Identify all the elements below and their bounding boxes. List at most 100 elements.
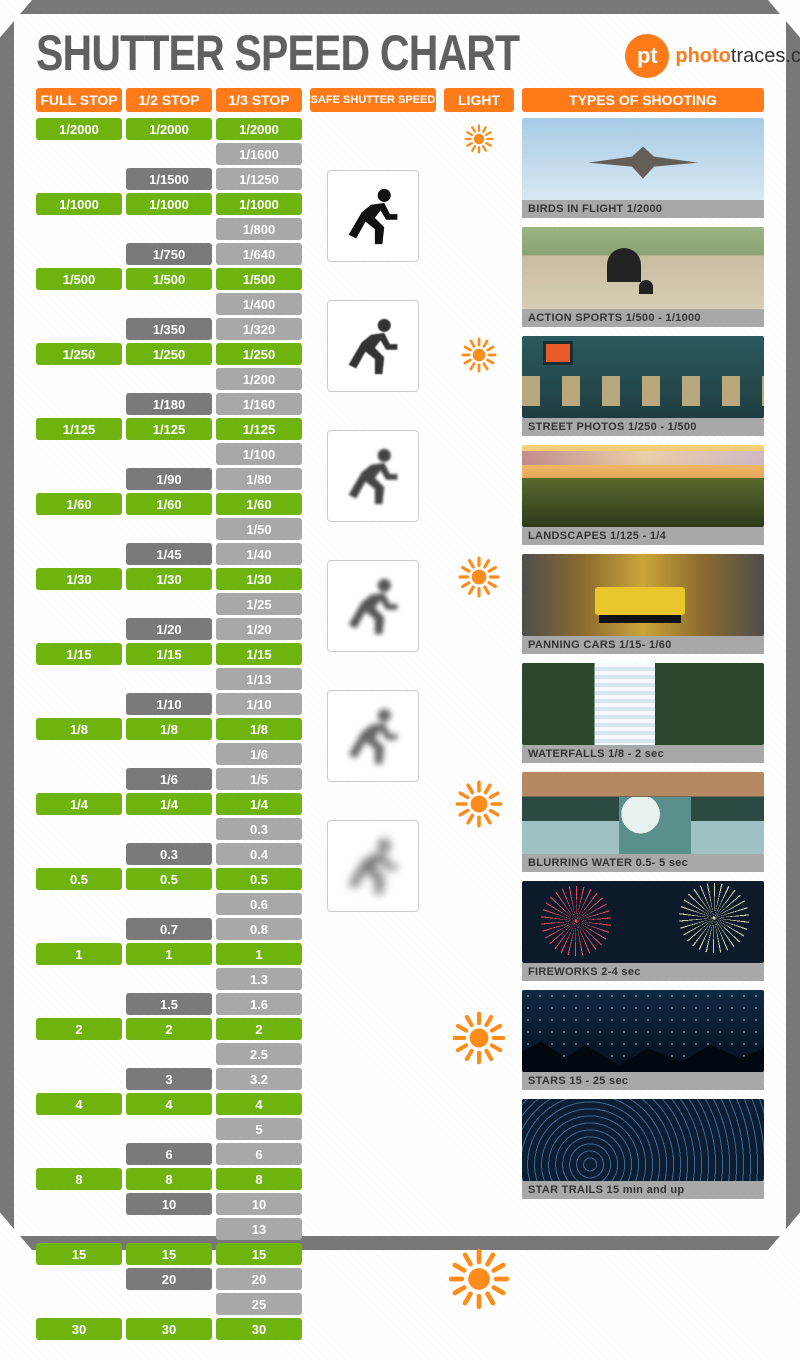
shot-thumb bbox=[522, 881, 764, 963]
shot-card: ACTION SPORTS 1/500 - 1/1000 bbox=[522, 227, 764, 327]
speed-cell: 13 bbox=[216, 1218, 302, 1240]
shot-card: LANDSCAPES 1/125 - 1/4 bbox=[522, 445, 764, 545]
speed-cell: 0.4 bbox=[216, 843, 302, 865]
speed-cell: 8 bbox=[216, 1168, 302, 1190]
sun-icon bbox=[455, 780, 503, 828]
speed-cell: 1/60 bbox=[216, 493, 302, 515]
speed-cell: 1/125 bbox=[126, 418, 212, 440]
speed-cell: 1/250 bbox=[36, 343, 122, 365]
shot-caption: LANDSCAPES 1/125 - 1/4 bbox=[522, 527, 764, 545]
logo-text: phototraces.com bbox=[675, 45, 800, 68]
speed-cell: 1/4 bbox=[216, 793, 302, 815]
sun-icon bbox=[452, 1011, 506, 1065]
speed-cell: 1.5 bbox=[126, 993, 212, 1015]
speed-cell: 1/60 bbox=[36, 493, 122, 515]
speed-cell: 1/200 bbox=[216, 368, 302, 390]
speed-cell: 1/5 bbox=[216, 768, 302, 790]
speed-cell: 2 bbox=[126, 1018, 212, 1040]
shot-caption: STARS 15 - 25 sec bbox=[522, 1072, 764, 1090]
speed-cell: 0.8 bbox=[216, 918, 302, 940]
runner-icon bbox=[327, 690, 419, 782]
shot-card: PANNING CARS 1/15- 1/60 bbox=[522, 554, 764, 654]
speed-cell: 2 bbox=[36, 1018, 122, 1040]
speed-cell: 1/2000 bbox=[126, 118, 212, 140]
col-safe-speed bbox=[310, 118, 436, 1340]
speed-cell: 1.3 bbox=[216, 968, 302, 990]
col-half-stop: 1/20001/15001/10001/7501/5001/3501/2501/… bbox=[126, 118, 212, 1340]
shot-card: BIRDS IN FLIGHT 1/2000 bbox=[522, 118, 764, 218]
speed-cell: 1/6 bbox=[216, 743, 302, 765]
speed-cell: 1/125 bbox=[36, 418, 122, 440]
speed-cell: 1/640 bbox=[216, 243, 302, 265]
speed-cell: 6 bbox=[126, 1143, 212, 1165]
speed-cell: 0.3 bbox=[126, 843, 212, 865]
speed-cell: 4 bbox=[36, 1093, 122, 1115]
speed-cell: 1/45 bbox=[126, 543, 212, 565]
speed-cell: 1/15 bbox=[126, 643, 212, 665]
speed-cell: 1/8 bbox=[36, 718, 122, 740]
speed-cell: 0.6 bbox=[216, 893, 302, 915]
speed-cell: 1/4 bbox=[36, 793, 122, 815]
hdr-light: LIGHT bbox=[444, 88, 514, 112]
shot-caption: PANNING CARS 1/15- 1/60 bbox=[522, 636, 764, 654]
shot-card: STREET PHOTOS 1/250 - 1/500 bbox=[522, 336, 764, 436]
speed-cell: 0.5 bbox=[216, 868, 302, 890]
speed-cell: 4 bbox=[216, 1093, 302, 1115]
speed-cell: 1/250 bbox=[126, 343, 212, 365]
hdr-half: 1/2 STOP bbox=[126, 88, 212, 112]
speed-cell: 1/60 bbox=[126, 493, 212, 515]
column-headers: FULL STOP 1/2 STOP 1/3 STOP SAFE SHUTTER… bbox=[36, 88, 764, 112]
shot-caption: WATERFALLS 1/8 - 2 sec bbox=[522, 745, 764, 763]
speed-cell: 1/800 bbox=[216, 218, 302, 240]
speed-cell: 1/250 bbox=[216, 343, 302, 365]
speed-cell: 1/80 bbox=[216, 468, 302, 490]
speed-cell: 1/8 bbox=[126, 718, 212, 740]
logo-badge: pt bbox=[625, 34, 669, 78]
sun-icon bbox=[448, 1248, 510, 1310]
speed-cell: 1/30 bbox=[126, 568, 212, 590]
hdr-safe: SAFE SHUTTER SPEED bbox=[310, 88, 436, 112]
sun-icon bbox=[458, 556, 500, 598]
shot-thumb bbox=[522, 990, 764, 1072]
runner-icon bbox=[327, 170, 419, 262]
shot-caption: BLURRING WATER 0.5- 5 sec bbox=[522, 854, 764, 872]
speed-cell: 30 bbox=[216, 1318, 302, 1340]
speed-cell: 6 bbox=[216, 1143, 302, 1165]
speed-cell: 1/20 bbox=[216, 618, 302, 640]
speed-cell: 1/1000 bbox=[126, 193, 212, 215]
speed-cell: 1/160 bbox=[216, 393, 302, 415]
speed-cell: 1/180 bbox=[126, 393, 212, 415]
speed-cell: 4 bbox=[126, 1093, 212, 1115]
speed-cell: 30 bbox=[126, 1318, 212, 1340]
speed-cell: 1.6 bbox=[216, 993, 302, 1015]
speed-cell: 1/40 bbox=[216, 543, 302, 565]
speed-cell: 1/2000 bbox=[216, 118, 302, 140]
speed-cell: 8 bbox=[126, 1168, 212, 1190]
speed-cell: 1 bbox=[126, 943, 212, 965]
speed-cell: 25 bbox=[216, 1293, 302, 1315]
speed-cell: 1/50 bbox=[216, 518, 302, 540]
speed-cell: 1/1000 bbox=[216, 193, 302, 215]
col-third-stop: 1/20001/16001/12501/10001/8001/6401/5001… bbox=[216, 118, 302, 1340]
speed-cell: 10 bbox=[216, 1193, 302, 1215]
runner-icon bbox=[327, 300, 419, 392]
col-types: BIRDS IN FLIGHT 1/2000 ACTION SPORTS 1/50… bbox=[522, 118, 764, 1340]
shot-thumb bbox=[522, 663, 764, 745]
speed-cell: 20 bbox=[216, 1268, 302, 1290]
speed-cell: 5 bbox=[216, 1118, 302, 1140]
speed-cell: 1/350 bbox=[126, 318, 212, 340]
speed-cell: 1/500 bbox=[126, 268, 212, 290]
speed-cell: 1/750 bbox=[126, 243, 212, 265]
speed-cell: 1/30 bbox=[36, 568, 122, 590]
logo: pt phototraces.com bbox=[625, 34, 800, 78]
speed-cell: 20 bbox=[126, 1268, 212, 1290]
shot-caption: FIREWORKS 2-4 sec bbox=[522, 963, 764, 981]
speed-cell: 1/10 bbox=[216, 693, 302, 715]
runner-icon bbox=[327, 430, 419, 522]
shot-caption: BIRDS IN FLIGHT 1/2000 bbox=[522, 200, 764, 218]
speed-cell: 1/90 bbox=[126, 468, 212, 490]
runner-icon bbox=[327, 820, 419, 912]
shot-thumb bbox=[522, 554, 764, 636]
speed-cell: 1/15 bbox=[36, 643, 122, 665]
shot-caption: STREET PHOTOS 1/250 - 1/500 bbox=[522, 418, 764, 436]
